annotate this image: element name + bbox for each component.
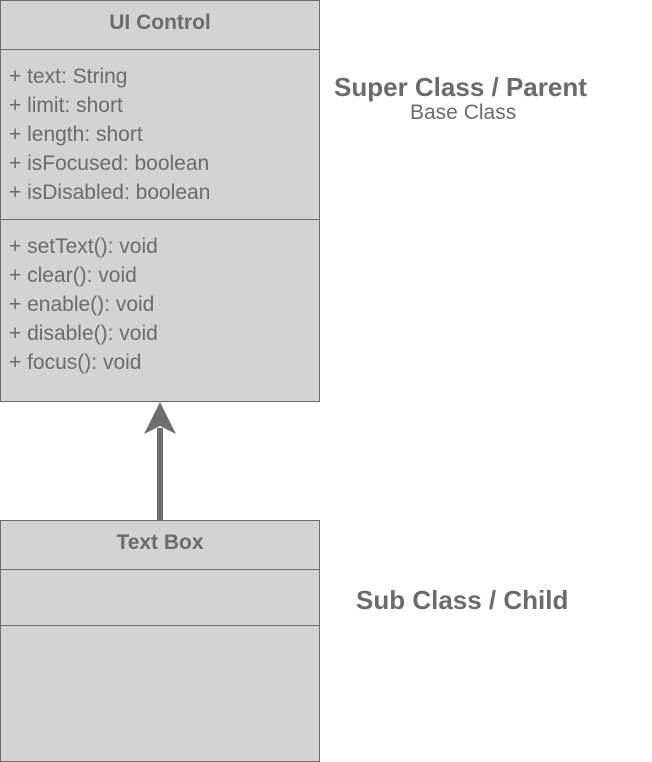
attribute-row: + text: String [9, 65, 128, 88]
child-attributes-section [1, 570, 319, 626]
parent-class-sublabel: Base Class [410, 101, 517, 124]
arrow-head-icon [144, 402, 176, 434]
attribute-row: + limit: short [9, 94, 123, 117]
child-methods-section [1, 626, 319, 760]
parent-methods-section: + setText(): void + clear(): void + enab… [1, 220, 319, 377]
attribute-row: + isDisabled: boolean [9, 181, 211, 204]
method-row: + focus(): void [9, 351, 142, 374]
attribute-row: + isFocused: boolean [9, 152, 210, 175]
method-row: + enable(): void [9, 293, 155, 316]
parent-class-box: UI Control + text: String + limit: short… [0, 0, 320, 402]
method-row: + clear(): void [9, 264, 137, 287]
parent-class-label: Super Class / Parent [334, 72, 587, 102]
child-class-name: Text Box [1, 521, 319, 570]
parent-attributes-section: + text: String + limit: short + length: … [1, 50, 319, 220]
child-class-box: Text Box [0, 520, 320, 762]
attribute-row: + length: short [9, 123, 143, 146]
child-class-label: Sub Class / Child [356, 585, 569, 615]
parent-class-name: UI Control [1, 1, 319, 50]
method-row: + setText(): void [9, 235, 158, 258]
method-row: + disable(): void [9, 322, 158, 345]
